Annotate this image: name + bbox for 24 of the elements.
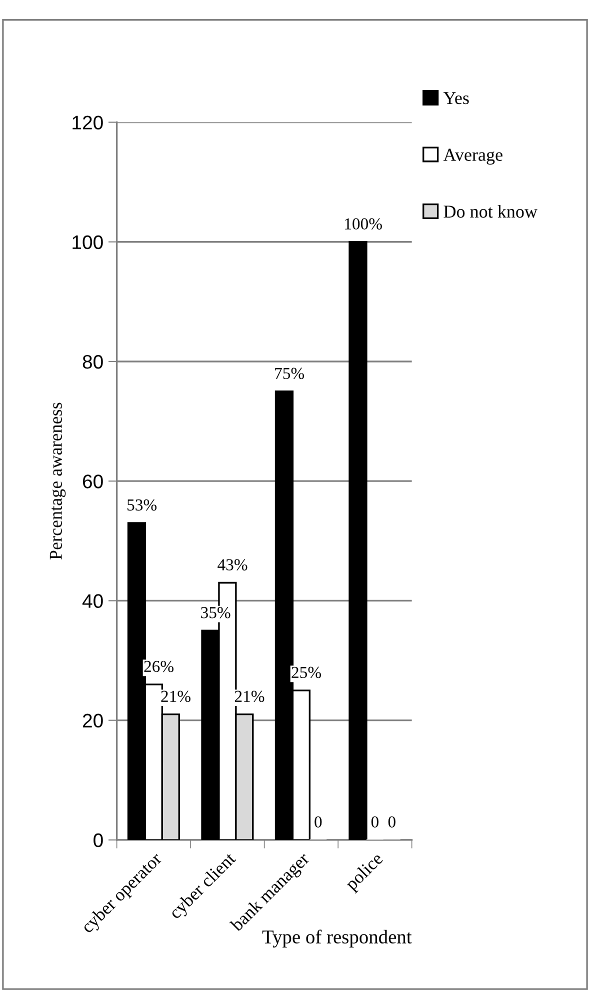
y-tick-label: 120	[72, 116, 103, 130]
data-label: 0	[371, 816, 378, 828]
data-label: 100%	[345, 218, 382, 230]
y-tick-label: 20	[82, 714, 103, 728]
data-label: 21%	[234, 690, 264, 702]
y-axis-title: Percentage awareness	[50, 402, 66, 560]
data-label: 75%	[275, 368, 304, 380]
data-label: 53%	[128, 499, 157, 511]
data-label: 0	[314, 816, 322, 828]
legend-label: Average	[443, 148, 502, 165]
data-label: 21%	[161, 690, 190, 702]
y-tick-label: 40	[82, 594, 103, 608]
legend-label: Do not know	[444, 205, 538, 218]
data-label: 43%	[218, 559, 248, 570]
data-label: 35%	[201, 607, 230, 618]
y-tick-label: 100	[72, 235, 103, 250]
y-tick-label: 80	[82, 354, 103, 369]
x-axis-title: Type of respondent	[262, 930, 412, 948]
y-tick-label: 0	[94, 833, 103, 848]
data-label: 0	[388, 816, 396, 828]
data-label: 26%	[144, 660, 174, 672]
data-label: 25%	[292, 666, 321, 678]
y-tick-label: 60	[82, 474, 103, 488]
legend-label: Yes	[443, 92, 469, 104]
